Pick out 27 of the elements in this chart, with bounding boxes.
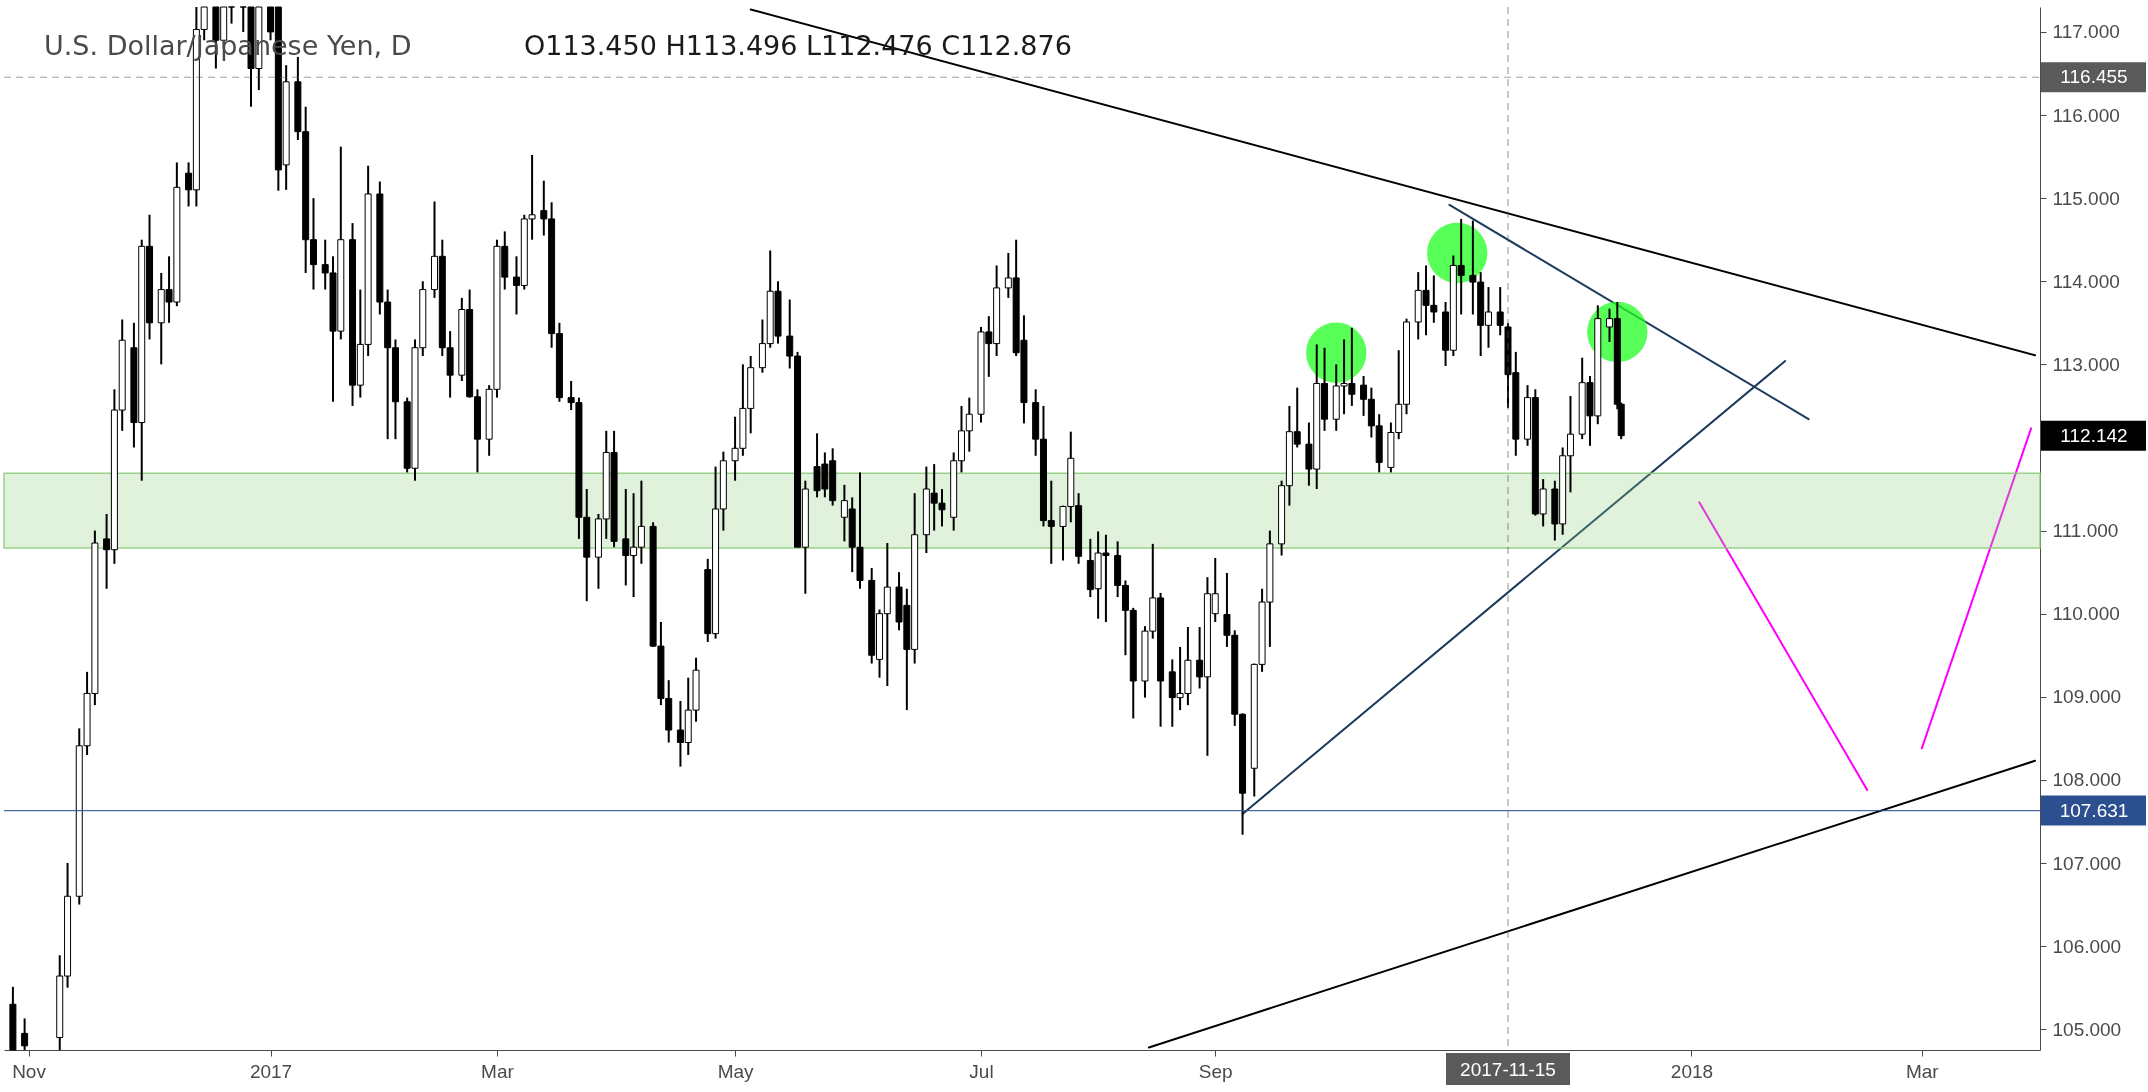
y-tick-label: 107.000 [2052,852,2122,874]
candlestick [21,1017,29,1051]
x-tick-label: 2017 [249,1060,293,1082]
x-tick-label: May [717,1060,755,1082]
ref-line-label: 2017-11-15 [1460,1059,1556,1080]
x-tick-label: 2018 [1670,1060,1714,1082]
candlestick [1496,286,1504,337]
y-tick-label: 106.000 [2052,935,2122,957]
ref-line-label: 116.455 [2060,66,2128,88]
y-tick-label: 117.000 [2052,21,2120,43]
x-tick-label: Mar [481,1060,515,1082]
x-tick-label: Nov [12,1060,47,1082]
y-tick-label: 116.000 [2052,104,2120,126]
y-tick-label: 113.000 [2052,353,2120,375]
x-tick-label: Mar [1905,1060,1940,1082]
x-tick-label: Sep [1198,1060,1233,1082]
candlestick [228,6,236,25]
ref-line-label: 107.631 [2059,799,2129,821]
y-tick-label: 111.000 [2052,520,2119,542]
y-tick-label: 110.000 [2052,603,2120,625]
y-tick-label: 114.000 [2052,270,2120,292]
y-tick-label: 115.000 [2052,187,2120,209]
y-tick-label: 108.000 [2052,769,2122,791]
y-tick-label: 105.000 [2052,1018,2122,1040]
y-tick-label: 109.000 [2052,686,2122,708]
text: 112.142 [2060,424,2128,446]
x-tick-label: Jul [969,1060,994,1082]
